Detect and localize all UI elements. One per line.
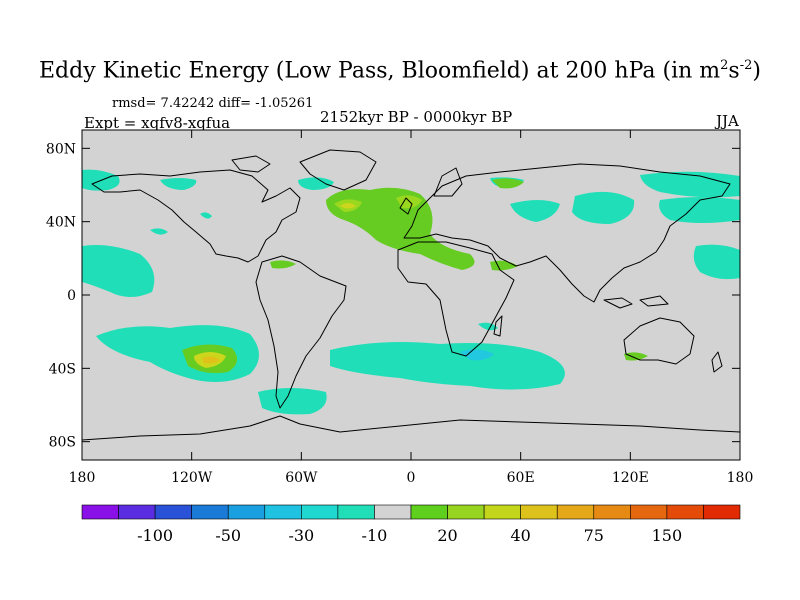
lon-tick-label: 0	[407, 470, 416, 486]
anomaly-region	[340, 203, 356, 209]
experiment-label: Expt = xqfv8-xqfua	[84, 114, 231, 132]
coast-madagascar	[493, 315, 503, 337]
coast-africa	[397, 241, 515, 357]
colorbar-swatch	[556, 504, 595, 520]
colorbar-swatch	[118, 504, 156, 520]
lat-tick-label: 40N	[46, 215, 76, 231]
coast-eurasia	[403, 163, 731, 303]
map-axes: 80N 40N 0 40S 80S 180 120W 60W 0 60E 120E 180	[46, 130, 753, 486]
lon-tick-label: 60W	[285, 470, 318, 486]
coast-uk	[399, 197, 413, 215]
anomaly-region	[326, 187, 475, 270]
anomaly-region	[202, 356, 220, 364]
colorbar-label: -100	[137, 526, 173, 545]
colorbar-swatch	[81, 504, 119, 520]
anomaly-region	[492, 178, 524, 189]
coast-south-america	[255, 255, 347, 409]
coast-new-zealand	[711, 351, 723, 373]
coast-north-america	[91, 169, 301, 263]
colorbar-label: 75	[584, 526, 604, 545]
anomaly-region	[510, 200, 560, 222]
colorbar-swatch	[483, 504, 521, 520]
lon-tick-label: 60E	[507, 470, 535, 486]
colorbar-swatch	[593, 504, 631, 520]
colorbar-swatch	[227, 504, 266, 520]
lat-tick-label: 0	[67, 288, 76, 304]
colorbar-swatch	[703, 504, 741, 520]
anomaly-region	[640, 171, 740, 198]
colorbar-swatch	[191, 504, 229, 520]
anomaly-region	[160, 178, 197, 190]
colorbar-swatch	[374, 504, 412, 520]
lon-tick-label: 180	[69, 470, 96, 486]
coast-australia	[623, 317, 695, 365]
anomaly-region	[200, 212, 212, 219]
anomaly-field	[82, 169, 740, 415]
colorbar-swatch	[301, 504, 339, 520]
colorbar-label: 40	[510, 526, 530, 545]
colorbar: -100 -50 -30 -10 20 40 75 150	[81, 504, 741, 545]
anomaly-region	[270, 260, 296, 269]
anomaly-region	[460, 349, 494, 361]
anomaly-region	[478, 322, 498, 331]
anomaly-region	[330, 342, 565, 390]
lon-tick-label: 180	[727, 470, 754, 486]
colorbar-label: 150	[652, 526, 683, 545]
coast-antarctica	[82, 415, 740, 441]
lat-tick-label: 40S	[49, 361, 76, 377]
coastlines	[82, 149, 740, 441]
lat-tick-label: 80N	[46, 141, 76, 157]
colorbar-swatch	[630, 504, 668, 520]
plot-title: Eddy Kinetic Energy (Low Pass, Bloomfiel…	[39, 58, 761, 84]
colorbar-swatch	[666, 504, 704, 520]
coast-indonesia	[603, 295, 669, 309]
stats-text: rmsd= 7.42242 diff= -1.05261	[112, 96, 314, 111]
colorbar-label: 20	[437, 526, 457, 545]
anomaly-region	[298, 177, 334, 190]
season-label: JJA	[716, 112, 739, 130]
coast-arctic-islands	[231, 155, 271, 173]
period-label: 2152kyr BP - 0000kyr BP	[320, 108, 513, 126]
anomaly-region	[659, 197, 740, 223]
lon-tick-label: 120E	[612, 470, 649, 486]
colorbar-label: -10	[362, 526, 388, 545]
coast-scandinavia	[433, 167, 463, 197]
anomaly-region	[150, 228, 168, 235]
anomaly-region	[258, 388, 327, 415]
colorbar-swatch	[520, 504, 558, 520]
lat-tick-label: 80S	[49, 435, 76, 451]
colorbar-swatch	[410, 504, 448, 520]
colorbar-swatch	[154, 504, 192, 520]
colorbar-swatch	[337, 504, 375, 520]
anomaly-region	[624, 352, 648, 361]
anomaly-region	[693, 244, 740, 280]
anomaly-region	[396, 195, 422, 209]
anomaly-region	[82, 245, 155, 297]
anomaly-region	[572, 191, 635, 224]
colorbar-swatch	[447, 504, 485, 520]
colorbar-label: -50	[215, 526, 241, 545]
colorbar-swatch	[264, 504, 302, 520]
coast-greenland	[299, 149, 377, 191]
lon-tick-label: 120W	[171, 470, 213, 486]
colorbar-label: -30	[288, 526, 314, 545]
